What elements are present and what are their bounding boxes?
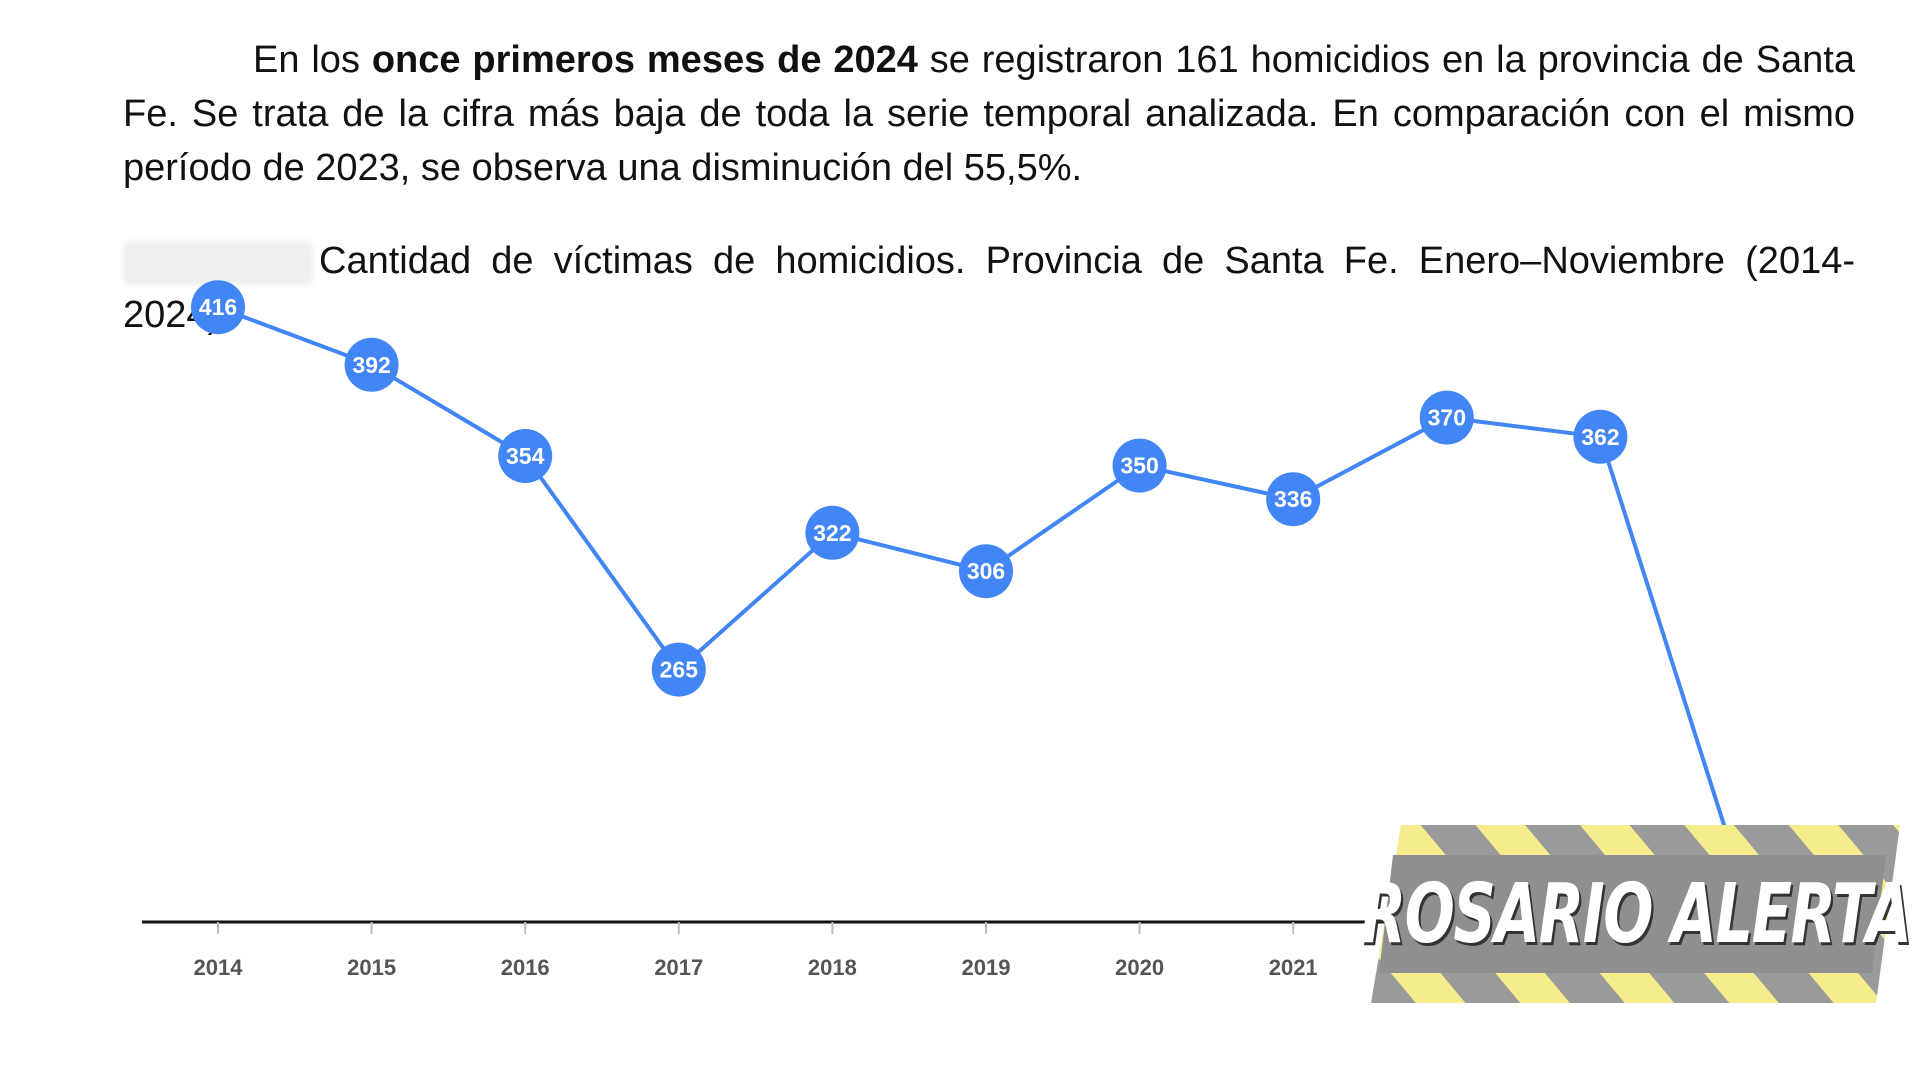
data-point-marker <box>498 429 553 483</box>
data-point-2020: 350 <box>1112 438 1167 493</box>
data-point-2015: 392 <box>344 337 399 392</box>
x-tick-label: 2020 <box>1115 955 1164 980</box>
data-point-2017: 265 <box>651 642 706 697</box>
data-point-marker <box>805 505 860 560</box>
x-tick-label: 2019 <box>962 955 1011 980</box>
data-label: 336 <box>1274 486 1312 512</box>
data-label: 350 <box>1120 453 1158 479</box>
caption-text: Cantidad de víctimas de homicidios. Prov… <box>123 240 1855 336</box>
x-tick-label: 2017 <box>654 955 703 980</box>
intro-text-start: En los <box>253 39 372 81</box>
data-point-marker <box>1419 390 1474 445</box>
rosario-alerta-watermark: ROSARIO ALERTA <box>1360 825 1912 1003</box>
watermark-text: ROSARIO ALERTA <box>1360 866 1912 962</box>
data-point-2019: 306 <box>959 544 1013 599</box>
data-point-marker <box>191 280 245 335</box>
data-label: 416 <box>199 294 237 320</box>
x-tick-label: 2021 <box>1269 955 1318 980</box>
data-label: 265 <box>660 657 699 683</box>
data-label: 392 <box>352 352 390 378</box>
data-point-marker <box>651 642 706 697</box>
data-point-2014: 416 <box>191 280 245 335</box>
data-label: 370 <box>1428 405 1466 431</box>
data-label: 354 <box>506 443 545 469</box>
data-point-2018: 322 <box>805 505 860 560</box>
intro-text-bold: once primeros meses de 2024 <box>371 39 918 81</box>
intro-text-rest: se registraron 161 homicidios en la prov… <box>123 39 1855 189</box>
data-point-marker <box>1112 438 1167 493</box>
x-tick-label: 2015 <box>347 955 396 980</box>
data-point-marker <box>959 544 1013 599</box>
cropped-next-line <box>253 1068 1853 1080</box>
data-point-marker <box>344 337 399 392</box>
data-point-2021: 336 <box>1266 472 1321 527</box>
data-point-2022: 370 <box>1419 390 1474 445</box>
data-point-2023: 362 <box>1573 409 1628 464</box>
data-label: 322 <box>813 520 851 546</box>
data-point-marker <box>1266 472 1321 527</box>
data-label: 306 <box>967 558 1005 584</box>
x-tick-label: 2018 <box>808 955 857 980</box>
intro-paragraph: En los once primeros meses de 2024 se re… <box>123 33 1855 195</box>
data-label: 362 <box>1581 424 1619 450</box>
chart-caption: Cantidad de víctimas de homicidios. Prov… <box>123 234 1855 342</box>
data-point-marker <box>1573 409 1628 464</box>
blurred-figure-label <box>123 240 313 285</box>
x-tick-label: 2016 <box>501 955 550 980</box>
hazard-stripes-badge <box>1371 825 1900 1003</box>
data-point-2016: 354 <box>498 429 553 483</box>
x-tick-label: 2014 <box>194 955 244 980</box>
